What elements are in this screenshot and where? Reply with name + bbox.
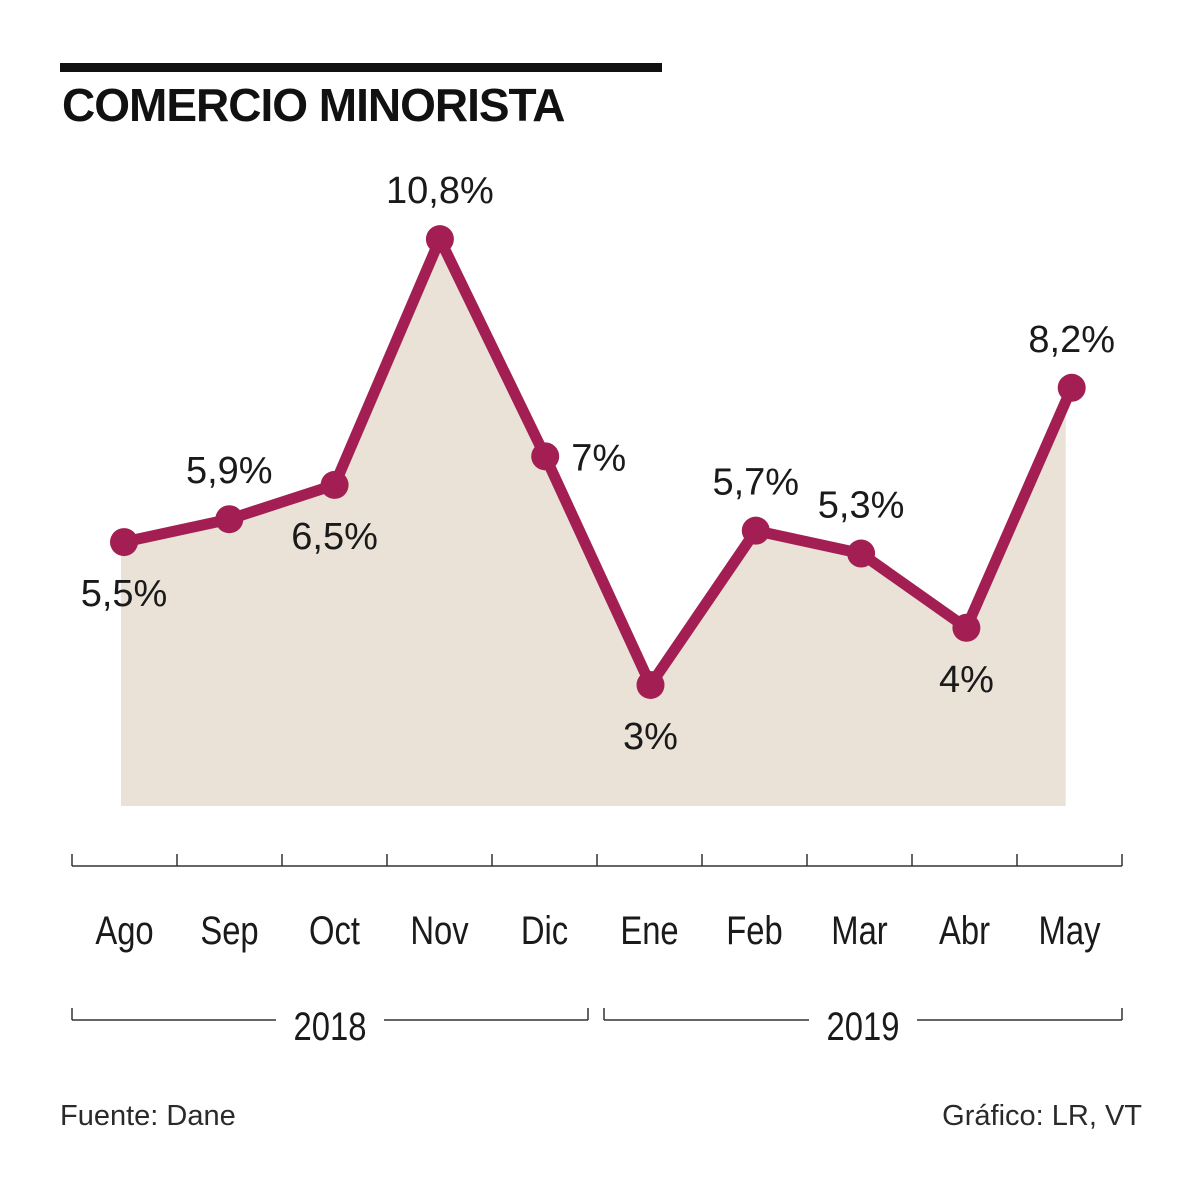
title-rule xyxy=(60,63,662,72)
data-label-ago: 5,5% xyxy=(81,573,168,615)
data-point-dic xyxy=(531,442,560,471)
source-note: Fuente: Dane xyxy=(60,1100,236,1132)
data-point-ago xyxy=(110,528,138,557)
x-tick-label-feb: Feb xyxy=(726,908,783,953)
credit-note: Gráfico: LR, VT xyxy=(942,1100,1142,1132)
x-tick-label-mar: Mar xyxy=(831,908,887,953)
data-label-mar: 5,3% xyxy=(818,485,905,527)
x-tick-label-sep: Sep xyxy=(200,908,258,953)
year-label-2018: 2018 xyxy=(294,1004,367,1049)
x-tick-label-may: May xyxy=(1039,908,1102,953)
data-label-may: 8,2% xyxy=(1028,319,1115,361)
chart-title: COMERCIO MINORISTA xyxy=(62,79,565,131)
x-tick-label-ene: Ene xyxy=(620,908,678,953)
data-point-sep xyxy=(215,505,244,534)
x-tick-label-abr: Abr xyxy=(939,908,990,953)
data-point-may xyxy=(1057,373,1086,402)
area-fill xyxy=(121,239,1072,806)
data-label-ene: 3% xyxy=(623,716,678,758)
data-label-nov: 10,8% xyxy=(386,170,494,212)
data-point-feb xyxy=(741,516,770,545)
data-label-sep: 5,9% xyxy=(186,450,273,492)
data-point-ene xyxy=(636,670,665,699)
data-label-feb: 5,7% xyxy=(712,462,799,504)
x-tick-label-dic: Dic xyxy=(521,908,568,953)
x-tick-label-ago: Ago xyxy=(95,908,153,953)
year-label-2019: 2019 xyxy=(827,1004,900,1049)
series-line xyxy=(118,233,1078,691)
data-label-abr: 4% xyxy=(939,659,994,701)
x-tick-label-nov: Nov xyxy=(410,908,469,953)
x-tick-label-oct: Oct xyxy=(309,908,360,953)
data-label-oct: 6,5% xyxy=(291,516,378,558)
data-point-abr xyxy=(952,613,981,642)
data-label-dic: 7% xyxy=(571,437,626,479)
data-point-oct xyxy=(320,470,349,499)
data-point-mar xyxy=(847,539,876,568)
data-point-nov xyxy=(425,225,454,254)
